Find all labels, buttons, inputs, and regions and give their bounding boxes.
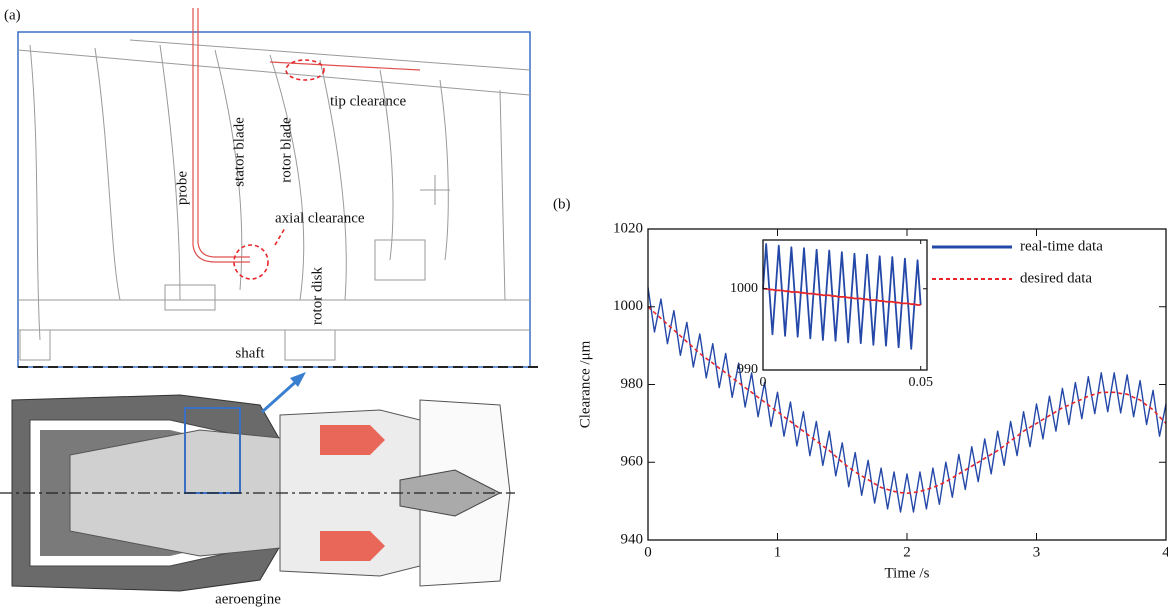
y-tick-label: 980	[621, 376, 644, 392]
data-line	[647, 287, 1167, 513]
data-line	[647, 306, 1167, 495]
panel-label: (a)	[4, 7, 21, 23]
annotation: probe	[174, 171, 190, 205]
annotation: rotor blade	[278, 117, 294, 183]
annotation: stator blade	[231, 117, 247, 187]
caption: aeroengine	[215, 591, 281, 607]
annotation: axial clearance	[275, 210, 365, 226]
x-tick-label: 2	[903, 544, 911, 560]
y-tick-label: 990	[737, 362, 758, 377]
x-tick-label: 4	[1162, 544, 1168, 560]
x-tick-label: 3	[1033, 544, 1041, 560]
legend-label: desired data	[1020, 270, 1092, 286]
y-tick-label: 1020	[613, 220, 643, 236]
x-axis-title: Time /s	[885, 565, 930, 581]
y-axis-title: Clearance /μm	[577, 340, 593, 428]
section-drawing	[0, 8, 540, 592]
y-tick-label: 960	[621, 454, 644, 470]
y-tick-label: 1000	[730, 281, 758, 296]
y-tick-label: 940	[621, 531, 644, 547]
legend-label: real-time data	[1020, 238, 1103, 254]
x-tick-label: 0	[644, 544, 652, 560]
panel-label: (b)	[553, 196, 571, 212]
y-tick-label: 1000	[613, 298, 643, 314]
data-line	[763, 287, 921, 306]
annotation: tip clearance	[330, 93, 407, 109]
data-line	[762, 243, 922, 350]
x-tick-label: 1	[774, 544, 782, 560]
annotation: shaft	[235, 345, 265, 361]
annotation: rotor disk	[309, 267, 325, 325]
x-tick-label: 0.05	[908, 375, 933, 390]
x-tick-label: 0	[760, 375, 767, 390]
plot-frame	[762, 239, 928, 371]
